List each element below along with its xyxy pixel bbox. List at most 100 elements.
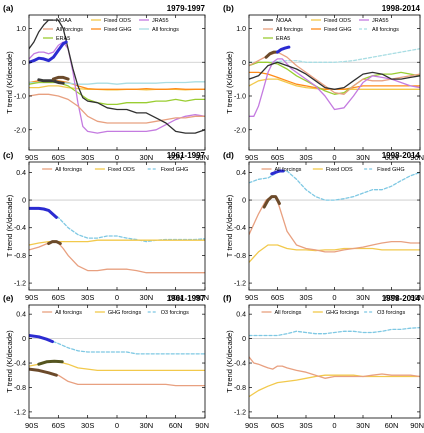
series-line-fixed-ods — [249, 245, 420, 262]
x-tick-label: 0 — [332, 293, 336, 302]
series-line-all-forcings — [29, 242, 205, 273]
legend-label: GHG forcings — [108, 310, 142, 316]
series-line-ghg-forcings — [29, 362, 205, 371]
x-tick-label: 0 — [115, 421, 119, 430]
x-tick-label: 60S — [52, 153, 65, 162]
legend-label: Fixed GHG — [324, 27, 352, 33]
y-tick-label: -1.0 — [234, 94, 246, 101]
y-tick-label: 0 — [22, 198, 26, 205]
series-line-all-forcings-2-highlight — [278, 47, 289, 52]
x-tick-label: 60N — [169, 421, 183, 430]
legend-label: All forcings — [372, 27, 399, 33]
x-tick-label: 0 — [115, 153, 119, 162]
y-tick-label: -0.4 — [14, 225, 26, 232]
series-line-all-forcings — [249, 197, 420, 252]
series-line-fixed-ghg-highlight — [53, 77, 68, 79]
panel-label: (c) — [3, 150, 14, 160]
legend-label: All forcings — [55, 167, 82, 173]
x-tick-label: 60S — [271, 293, 284, 302]
legend-label: Fixed ODS — [326, 167, 353, 173]
legend: All forcings Fixed ODS Fixed GHG — [42, 167, 188, 173]
legend: All forcings GHG forcings O3 forcings — [42, 310, 189, 316]
legend-label: All forcings — [56, 27, 83, 33]
x-tick-label: 30N — [139, 293, 153, 302]
panel-label: (e) — [3, 293, 14, 303]
legend: All forcings Fixed ODS Fixed GHG — [262, 167, 405, 173]
legend-label: ERA5 — [56, 36, 70, 42]
series-line-fixed-ghg-highlight — [29, 208, 56, 217]
x-tick-label: 30S — [81, 421, 94, 430]
y-tick-label: 1.0 — [16, 26, 26, 33]
series-line-jra55 — [249, 59, 420, 116]
series-line-all-forcings — [29, 369, 205, 386]
panel-c: -1.2 -0.8 -0.4 0 0.4 90S 60S 30S 0 30N 60N 90N T tre… — [3, 150, 209, 302]
x-tick-label: 0 — [115, 293, 119, 302]
series-group — [249, 47, 420, 116]
series-group — [29, 208, 205, 272]
legend-label: Fixed ODS — [324, 18, 351, 24]
y-tick-label: 0.4 — [236, 312, 246, 319]
period-label: 1998-2014 — [382, 151, 421, 160]
series-line-fixed-ghg — [249, 72, 420, 89]
period-label: 1961-1997 — [167, 294, 206, 303]
x-tick-label: 90S — [245, 153, 258, 162]
panel-label: (d) — [223, 150, 234, 160]
plot-frame — [249, 15, 420, 150]
x-tick-label: 90S — [25, 421, 38, 430]
x-tick-label: 30S — [299, 293, 312, 302]
y-tick-label: -0.4 — [234, 361, 246, 368]
legend-label: Fixed ODS — [108, 167, 135, 173]
panel-b: -2.0 -1.0 0 1.0 90S 60S 30S 0 30N 60N 90N T trend (… — [223, 3, 424, 162]
x-tick-label: 30N — [139, 153, 153, 162]
y-axis-label: T trend (K/decade) — [5, 51, 14, 114]
y-tick-label: 0 — [242, 60, 246, 67]
x-tick-label: 90N — [410, 421, 424, 430]
y-tick-label: 0 — [22, 60, 26, 67]
x-tick-label: 30N — [356, 421, 370, 430]
legend-label: JRA55 — [152, 18, 169, 24]
legend: All forcings GHG forcings O3 forcings — [262, 310, 406, 316]
x-tick-label: 0 — [332, 153, 336, 162]
x-tick-label: 30S — [81, 153, 94, 162]
x-tick-label: 30S — [299, 153, 312, 162]
legend: NOAA Fixed ODS JRA55 All forcings Fixed GHG A… — [43, 18, 179, 42]
series-line-ghg-forcings-highlight — [39, 361, 62, 364]
y-tick-label: -2.0 — [14, 127, 26, 134]
legend-label: All forcings — [152, 27, 179, 33]
y-tick-label: -1.2 — [234, 281, 246, 288]
x-tick-label: 90S — [25, 153, 38, 162]
x-tick-label: 60S — [52, 421, 65, 430]
series-group — [249, 328, 420, 397]
legend-label: Fixed GHG — [161, 167, 189, 173]
plot-frame — [249, 305, 420, 418]
legend-label: JRA55 — [372, 18, 389, 24]
y-axis-label: T trend (K/decade) — [225, 330, 234, 393]
y-axis-label: T trend (K/decade) — [225, 51, 234, 114]
y-tick-label: -0.8 — [234, 385, 246, 392]
x-tick-label: 90N — [195, 421, 209, 430]
y-tick-label: 0.4 — [16, 312, 26, 319]
panel-a: -2.0-1.001.090S 60S 30S 0 30N 60N 90NT trend (… — [3, 3, 209, 162]
legend-label: NOAA — [56, 18, 72, 24]
y-tick-label: -1.0 — [14, 94, 26, 101]
y-tick-label: 1.0 — [236, 26, 246, 33]
y-tick-label: -0.8 — [14, 385, 26, 392]
x-tick-label: 30N — [356, 293, 370, 302]
panel-label: (b) — [223, 3, 234, 13]
period-label: 1961-1997 — [167, 151, 206, 160]
panel-label: (f) — [223, 293, 232, 303]
series-line-all-forcings-highlight — [29, 42, 66, 62]
panel-e: -1.2-0.8-0.400.490S 60S 30S 0 30N 60N 90NT tre… — [3, 293, 209, 430]
legend-label: ERA5 — [276, 36, 290, 42]
y-tick-label: -1.2 — [14, 281, 26, 288]
series-line-fixed-ghg — [29, 209, 205, 242]
y-axis-label: T trend (K/decade) — [5, 194, 14, 257]
legend-label: Fixed ODS — [104, 18, 131, 24]
legend-label: Fixed GHG — [377, 167, 405, 173]
panel-label: (a) — [3, 3, 14, 13]
y-tick-label: 0 — [22, 336, 26, 343]
x-tick-label: 60S — [52, 293, 65, 302]
panel-f: -1.2 -0.8 -0.4 0 0.4 90S 60S 30S 0 30N 60N 90N T tre… — [223, 293, 424, 430]
period-label: 1998-2014 — [382, 294, 421, 303]
legend-label: All forcings — [275, 310, 302, 316]
